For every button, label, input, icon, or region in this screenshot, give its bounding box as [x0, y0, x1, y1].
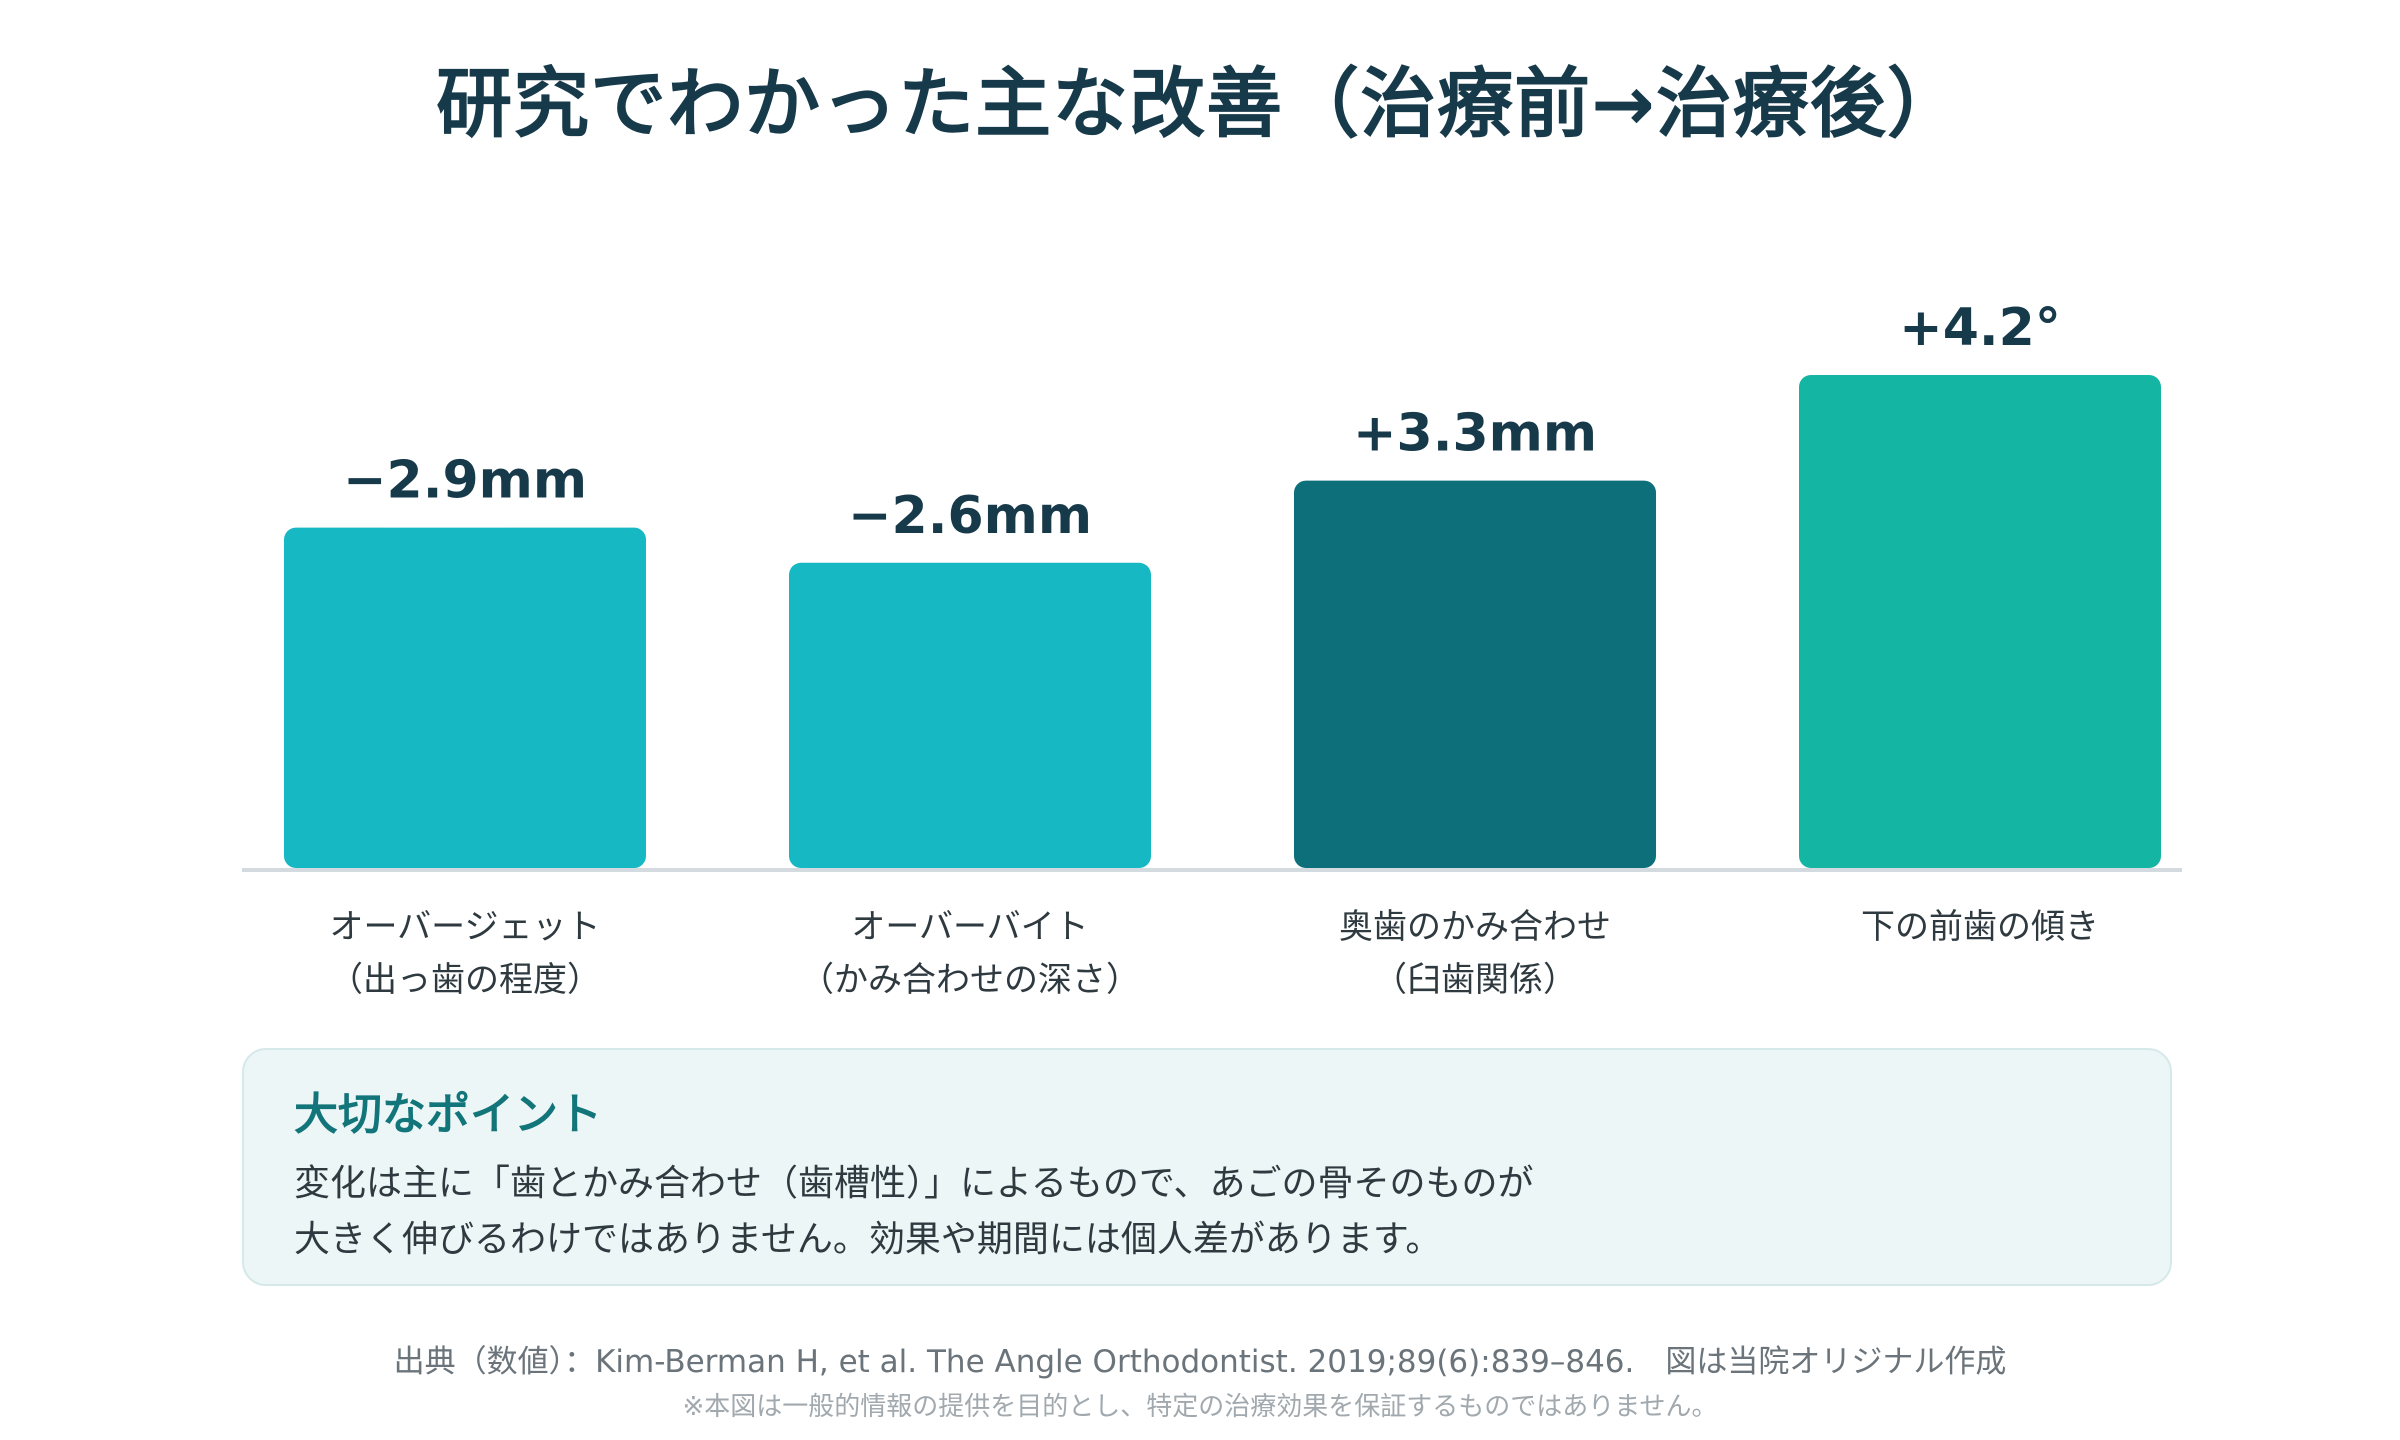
bar-chart: −2.9mm オーバージェット （出っ歯の程度） −2.6mm オーバーバイト （かみ合わ…: [242, 298, 2182, 1000]
bar-3: [1294, 480, 1656, 868]
source-citation: 出典（数値）：Kim-Berman H, et al. The Angle Or…: [393, 1344, 2007, 1380]
category-label-3-line-2: （臼歯関係）: [1373, 960, 1577, 1000]
callout-title: 大切なポイント: [294, 1089, 602, 1140]
category-label-4-line-1: 下の前歯の傾き: [1861, 907, 2099, 947]
category-label-3-line-1: 奥歯のかみ合わせ: [1339, 907, 1611, 947]
callout-text-line-1: 変化は主に「歯とかみ合わせ（歯槽性）」によるもので、あごの骨そのものが: [294, 1163, 1534, 1204]
category-label-1-line-1: オーバージェット: [330, 907, 601, 947]
bar-4: [1799, 374, 2161, 868]
bar-1: [284, 527, 646, 868]
bar-value-label-2: −2.6mm: [848, 486, 1092, 546]
category-label-2-line-2: （かみ合わせの深さ）: [800, 960, 1140, 1000]
bar-value-label-4: +4.2°: [1899, 298, 2061, 358]
category-label-1-line-2: （出っ歯の程度）: [329, 960, 601, 1000]
chart-title: 研究でわかった主な改善（治療前→治療後）: [436, 59, 1964, 148]
bar-value-label-1: −2.9mm: [343, 451, 587, 511]
callout-text-line-2: 大きく伸びるわけではありません。効果や期間には個人差があります。: [294, 1219, 1442, 1260]
bar-value-label-3: +3.3mm: [1353, 404, 1597, 464]
disclaimer-note: ※本図は一般的情報の提供を目的とし、特定の治療効果を保証するものではありません。: [682, 1392, 1718, 1422]
category-label-2-line-1: オーバーバイト: [851, 907, 1088, 947]
bar-2: [789, 562, 1151, 868]
key-point-callout: 大切なポイント 変化は主に「歯とかみ合わせ（歯槽性）」によるもので、あごの骨その…: [242, 1048, 2172, 1286]
